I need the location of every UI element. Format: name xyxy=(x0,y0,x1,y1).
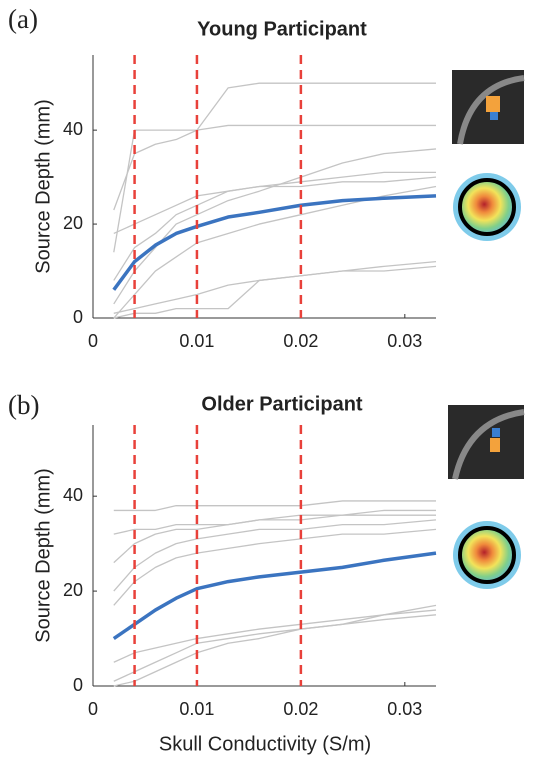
series-line xyxy=(112,194,437,291)
brain-image-b xyxy=(448,405,525,480)
y-tick-label: 40 xyxy=(63,485,83,505)
series-line xyxy=(113,176,437,235)
topomap-a xyxy=(453,173,521,241)
x-tick-label: 0 xyxy=(88,331,98,351)
series-line xyxy=(113,265,437,319)
panel-label: (a) xyxy=(8,4,38,34)
series-line xyxy=(113,509,436,564)
y-tick-label: 20 xyxy=(63,580,83,600)
x-tick-label: 0.02 xyxy=(283,699,318,719)
series-line xyxy=(113,500,436,512)
y-axis-label: Source Depth (mm) xyxy=(32,468,54,643)
x-tick-label: 0.01 xyxy=(179,331,214,351)
series-line xyxy=(113,260,437,314)
series-line xyxy=(113,185,437,319)
panel-label: (b) xyxy=(8,390,39,420)
series-line xyxy=(113,614,437,682)
series-line xyxy=(113,604,437,687)
y-tick-label: 20 xyxy=(63,213,83,233)
series-line xyxy=(113,124,436,211)
x-axis-label: Skull Conductivity (S/m) xyxy=(159,733,371,755)
y-tick-label: 0 xyxy=(73,675,83,695)
chart-title: Young Participant xyxy=(197,18,367,40)
x-tick-label: 0 xyxy=(88,699,98,719)
series-line xyxy=(113,148,437,305)
series-line xyxy=(113,171,436,281)
series-line xyxy=(113,82,436,253)
topomap-b xyxy=(453,521,521,589)
series-line xyxy=(113,528,437,606)
series-line xyxy=(113,609,437,663)
y-axis-label: Source Depth (mm) xyxy=(32,99,54,274)
x-tick-label: 0.02 xyxy=(283,331,318,351)
y-tick-label: 40 xyxy=(63,119,83,139)
x-tick-label: 0.03 xyxy=(387,699,422,719)
brain-image-a xyxy=(452,70,525,145)
chart-title: Older Participant xyxy=(201,393,362,415)
x-tick-label: 0.03 xyxy=(387,331,422,351)
x-tick-label: 0.01 xyxy=(179,699,214,719)
series-line xyxy=(113,519,437,592)
y-tick-label: 0 xyxy=(73,307,83,327)
series-line xyxy=(112,551,437,640)
